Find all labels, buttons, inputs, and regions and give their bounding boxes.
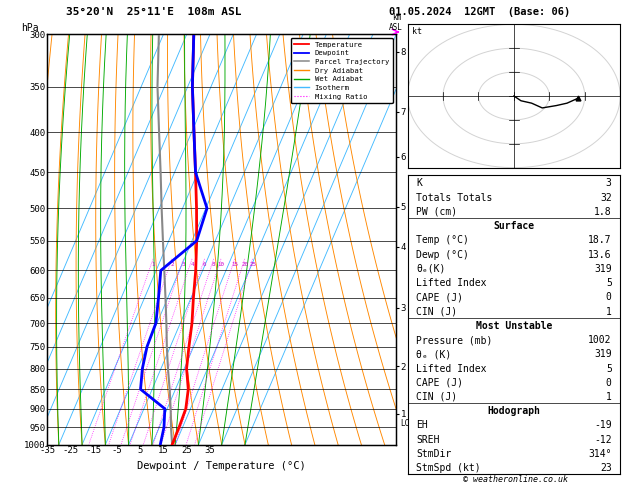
Text: CIN (J): CIN (J) — [416, 392, 457, 402]
Text: Lifted Index: Lifted Index — [416, 278, 487, 288]
X-axis label: Dewpoint / Temperature (°C): Dewpoint / Temperature (°C) — [137, 461, 306, 470]
Text: 5: 5 — [606, 364, 611, 374]
Text: Hodograph: Hodograph — [487, 406, 540, 416]
Text: StmSpd (kt): StmSpd (kt) — [416, 463, 481, 473]
Text: Surface: Surface — [493, 221, 535, 231]
Text: CAPE (J): CAPE (J) — [416, 378, 463, 388]
Text: θₑ(K): θₑ(K) — [416, 264, 445, 274]
Text: -12: -12 — [594, 434, 611, 445]
Text: km
ASL: km ASL — [389, 13, 403, 32]
Text: 25: 25 — [249, 262, 256, 267]
Text: Temp (°C): Temp (°C) — [416, 235, 469, 245]
Text: 0: 0 — [606, 293, 611, 302]
Text: 15: 15 — [231, 262, 238, 267]
Text: 319: 319 — [594, 264, 611, 274]
Y-axis label: Mixing Ratio (g/kg): Mixing Ratio (g/kg) — [407, 184, 417, 295]
Text: PW (cm): PW (cm) — [416, 207, 457, 217]
Text: Dewp (°C): Dewp (°C) — [416, 250, 469, 260]
Text: 13.6: 13.6 — [588, 250, 611, 260]
Text: 3: 3 — [182, 262, 185, 267]
Text: 1.8: 1.8 — [594, 207, 611, 217]
Text: 18.7: 18.7 — [588, 235, 611, 245]
Text: CAPE (J): CAPE (J) — [416, 293, 463, 302]
Text: 35°20'N  25°11'E  108m ASL: 35°20'N 25°11'E 108m ASL — [66, 7, 242, 17]
Text: 6: 6 — [203, 262, 206, 267]
Text: 01.05.2024  12GMT  (Base: 06): 01.05.2024 12GMT (Base: 06) — [389, 7, 570, 17]
Text: Lifted Index: Lifted Index — [416, 364, 487, 374]
Text: 1: 1 — [606, 392, 611, 402]
Text: 32: 32 — [600, 193, 611, 203]
Text: kt: kt — [412, 27, 422, 36]
Text: CIN (J): CIN (J) — [416, 307, 457, 316]
Text: 3: 3 — [606, 178, 611, 189]
Text: Totals Totals: Totals Totals — [416, 193, 493, 203]
Legend: Temperature, Dewpoint, Parcel Trajectory, Dry Adiabat, Wet Adiabat, Isotherm, Mi: Temperature, Dewpoint, Parcel Trajectory… — [291, 37, 392, 104]
Text: © weatheronline.co.uk: © weatheronline.co.uk — [464, 474, 568, 484]
Text: 23: 23 — [600, 463, 611, 473]
Text: θₑ (K): θₑ (K) — [416, 349, 452, 359]
Text: 10: 10 — [218, 262, 225, 267]
Text: EH: EH — [416, 420, 428, 431]
Text: Pressure (mb): Pressure (mb) — [416, 335, 493, 345]
Text: 0: 0 — [606, 378, 611, 388]
Text: 319: 319 — [594, 349, 611, 359]
Text: 1: 1 — [606, 307, 611, 316]
Text: 5: 5 — [606, 278, 611, 288]
Text: 2: 2 — [170, 262, 174, 267]
Text: StmDir: StmDir — [416, 449, 452, 459]
Text: Most Unstable: Most Unstable — [476, 321, 552, 331]
Text: hPa: hPa — [21, 23, 38, 33]
Text: SREH: SREH — [416, 434, 440, 445]
Text: K: K — [416, 178, 422, 189]
Text: 1002: 1002 — [588, 335, 611, 345]
Text: LCL: LCL — [401, 419, 415, 428]
Text: 20: 20 — [241, 262, 248, 267]
Text: 8: 8 — [212, 262, 215, 267]
Text: 314°: 314° — [588, 449, 611, 459]
Text: -19: -19 — [594, 420, 611, 431]
Text: 4: 4 — [190, 262, 194, 267]
Text: 1: 1 — [152, 262, 155, 267]
